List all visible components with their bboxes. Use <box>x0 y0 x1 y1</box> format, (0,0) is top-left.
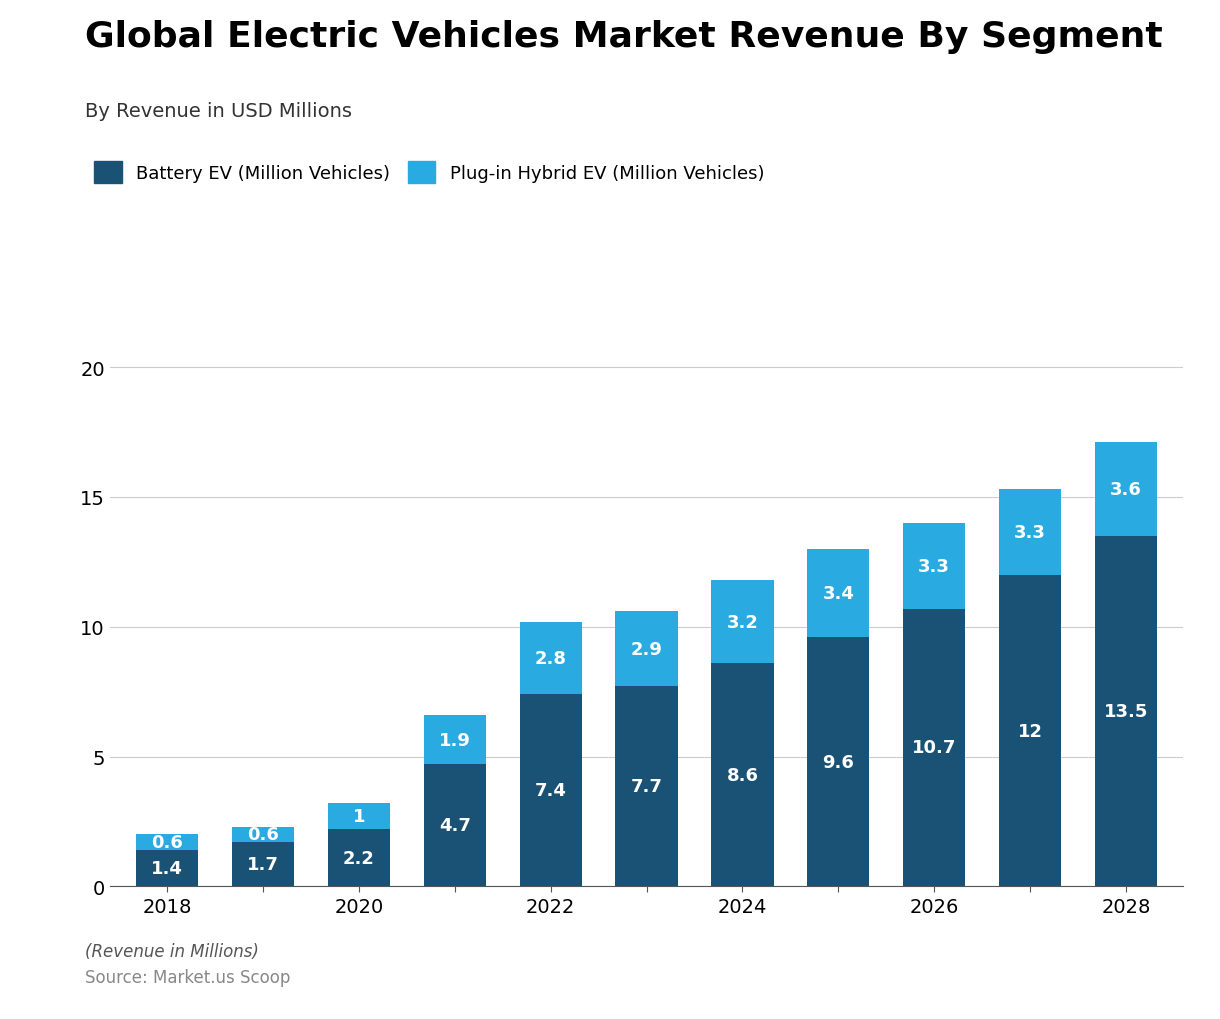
Text: 1.7: 1.7 <box>248 856 279 873</box>
Bar <box>903 609 965 887</box>
Text: 9.6: 9.6 <box>822 753 854 771</box>
Bar <box>999 490 1061 576</box>
Text: 1: 1 <box>353 807 365 825</box>
Text: 3.2: 3.2 <box>727 613 759 631</box>
Bar <box>137 850 199 887</box>
Bar <box>808 638 870 887</box>
Text: 2.8: 2.8 <box>534 649 567 667</box>
Text: 2.9: 2.9 <box>631 640 662 658</box>
Bar <box>520 622 582 695</box>
Text: 12: 12 <box>1017 721 1043 740</box>
Legend: Battery EV (Million Vehicles), Plug-in Hybrid EV (Million Vehicles): Battery EV (Million Vehicles), Plug-in H… <box>94 162 764 183</box>
Text: 4.7: 4.7 <box>439 816 471 835</box>
Text: 13.5: 13.5 <box>1104 702 1148 720</box>
Bar <box>1094 536 1157 887</box>
Text: (Revenue in Millions): (Revenue in Millions) <box>85 943 260 961</box>
Text: 3.3: 3.3 <box>1014 524 1046 541</box>
Text: 3.3: 3.3 <box>919 557 950 575</box>
Bar <box>711 663 773 887</box>
Text: 3.6: 3.6 <box>1110 481 1142 498</box>
Text: 8.6: 8.6 <box>726 766 759 784</box>
Bar <box>520 695 582 887</box>
Bar <box>423 764 486 887</box>
Text: By Revenue in USD Millions: By Revenue in USD Millions <box>85 102 353 121</box>
Bar <box>328 804 390 829</box>
Text: 7.4: 7.4 <box>534 782 566 800</box>
Bar <box>232 826 294 843</box>
Text: 0.6: 0.6 <box>151 834 183 852</box>
Text: 1.4: 1.4 <box>151 859 183 877</box>
Bar <box>903 524 965 609</box>
Text: Global Electric Vehicles Market Revenue By Segment: Global Electric Vehicles Market Revenue … <box>85 20 1163 54</box>
Bar <box>423 715 486 764</box>
Text: 1.9: 1.9 <box>439 731 471 749</box>
Text: 10.7: 10.7 <box>913 739 956 757</box>
Bar <box>1094 443 1157 536</box>
Bar <box>137 835 199 850</box>
Text: 7.7: 7.7 <box>631 777 662 796</box>
Bar <box>615 611 678 687</box>
Bar <box>232 843 294 887</box>
Text: 3.4: 3.4 <box>822 585 854 602</box>
Text: 2.2: 2.2 <box>343 849 375 867</box>
Bar <box>999 576 1061 887</box>
Bar <box>328 829 390 887</box>
Text: Source: Market.us Scoop: Source: Market.us Scoop <box>85 968 290 986</box>
Bar <box>615 687 678 887</box>
Text: 0.6: 0.6 <box>248 825 279 844</box>
Bar <box>711 581 773 663</box>
Bar <box>808 549 870 638</box>
